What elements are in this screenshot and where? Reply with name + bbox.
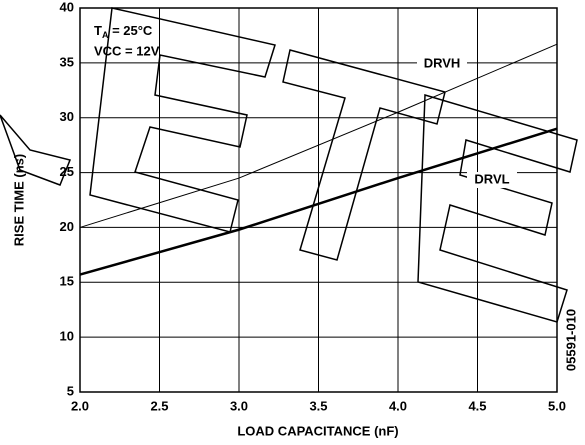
x-tick-label: 5.0 xyxy=(548,398,566,413)
y-tick-label: 40 xyxy=(60,0,74,14)
x-tick-label: 2.5 xyxy=(150,398,168,413)
annotation-vcc: VCC = 12V xyxy=(94,43,160,58)
annotation-ta-sub: A xyxy=(102,30,109,40)
annotation-ta-rest: = 25°C xyxy=(108,23,152,38)
x-tick-label: 4.5 xyxy=(468,398,486,413)
y-tick-label: 20 xyxy=(60,219,74,234)
figure-code: 05591-010 xyxy=(563,309,578,371)
legend-label: DRVH xyxy=(424,55,461,70)
y-tick-label: 25 xyxy=(60,164,74,179)
legend-box xyxy=(417,56,467,72)
y-tick-label: 35 xyxy=(60,54,74,69)
watermark xyxy=(0,7,578,323)
y-tick-label: 5 xyxy=(67,383,74,398)
watermark-letter xyxy=(89,7,276,233)
y-tick-label: 10 xyxy=(60,329,74,344)
y-tick-label: 30 xyxy=(60,109,74,124)
legend-box xyxy=(467,172,517,188)
series-line xyxy=(79,127,558,276)
x-axis-label: LOAD CAPACITANCE (nF) xyxy=(237,423,398,438)
y-tick-label: 15 xyxy=(60,274,74,289)
plot-frame xyxy=(79,7,558,393)
legend-label: DRVL xyxy=(474,171,509,186)
watermark-letter xyxy=(0,114,72,186)
series-line xyxy=(79,43,558,228)
x-tick-label: 2.0 xyxy=(71,398,89,413)
annotation-ta: TA = 25°C xyxy=(94,23,153,40)
annotation-ta-main: T xyxy=(94,23,102,38)
watermark-letter xyxy=(282,49,446,261)
y-axis-label: RISE TIME (ns) xyxy=(11,154,26,246)
x-tick-label: 4.0 xyxy=(389,398,407,413)
x-tick-label: 3.0 xyxy=(230,398,248,413)
x-tick-label: 3.5 xyxy=(309,398,327,413)
